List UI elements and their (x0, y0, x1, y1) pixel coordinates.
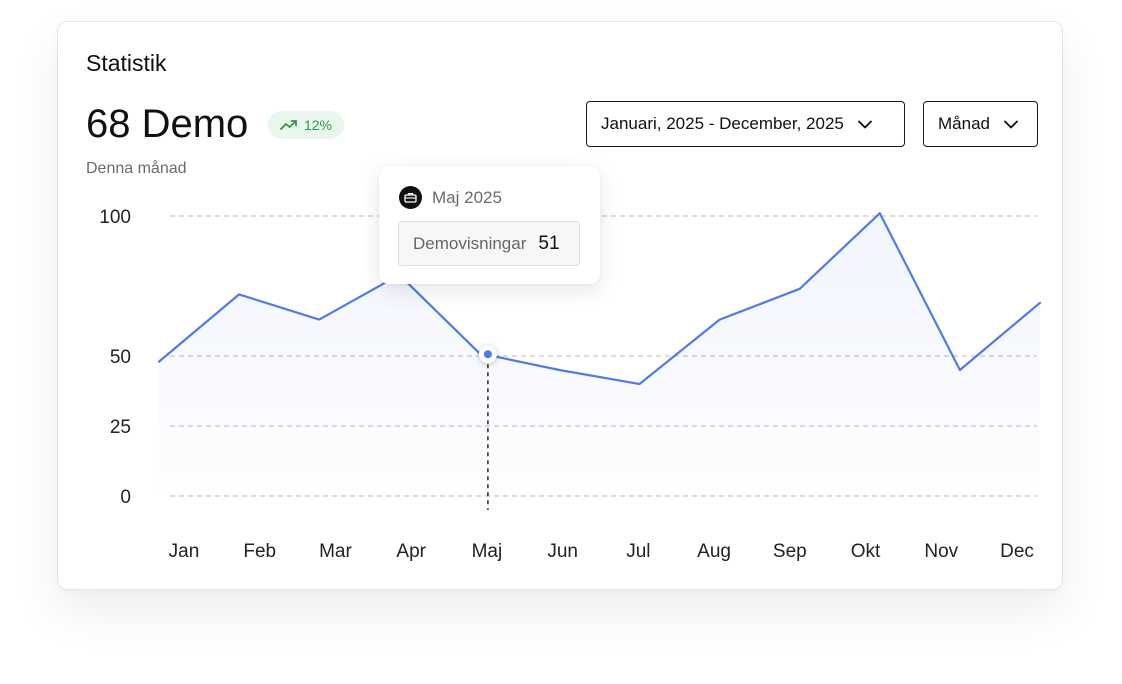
tooltip-value-box: Demovisningar 51 (398, 221, 580, 266)
x-tick-label: Aug (697, 541, 731, 562)
x-tick-label: Apr (396, 541, 426, 562)
y-tick-label: 100 (99, 207, 131, 228)
data-point-nov[interactable] (954, 364, 966, 376)
y-tick-label: 0 (120, 487, 131, 508)
highlight-point[interactable] (483, 350, 492, 359)
y-tick-label: 25 (110, 417, 131, 438)
data-point-dec[interactable] (1034, 297, 1046, 309)
x-tick-label: Okt (851, 541, 881, 562)
tooltip-value: 51 (538, 232, 560, 254)
data-point-jun[interactable] (553, 364, 565, 376)
data-point-sep[interactable] (794, 283, 806, 295)
x-tick-label: Sep (773, 541, 807, 562)
chevron-down-icon (857, 120, 872, 128)
data-point-feb[interactable] (233, 288, 245, 300)
x-tick-label: Jan (169, 541, 200, 562)
chart-tooltip: Maj 2025 Demovisningar 51 (379, 166, 600, 284)
x-tick-label: Dec (1000, 541, 1034, 562)
x-tick-label: Jun (547, 541, 578, 562)
x-tick-label: Feb (243, 541, 276, 562)
date-range-value: Januari, 2025 - December, 2025 (601, 114, 844, 133)
x-tick-label: Mar (319, 541, 352, 562)
x-tick-label: Maj (472, 541, 503, 562)
data-point-aug[interactable] (714, 314, 726, 326)
card-title: Statistik (86, 50, 167, 76)
chevron-down-icon (1004, 120, 1018, 128)
series-area (159, 213, 1040, 496)
trend-badge: 12% (268, 111, 344, 139)
trending-up-icon (280, 120, 297, 130)
data-point-mar[interactable] (313, 314, 325, 326)
x-tick-label: Jul (626, 541, 650, 562)
x-tick-label: Nov (924, 541, 958, 562)
period-select[interactable]: Månad (923, 101, 1038, 147)
period-subtitle: Denna månad (86, 160, 187, 177)
tooltip-header: Maj 2025 (399, 186, 502, 209)
series-line (157, 212, 1042, 386)
briefcase-icon (399, 186, 422, 209)
trend-badge-label: 12% (303, 117, 333, 133)
y-tick-label: 50 (110, 347, 131, 368)
tooltip-title: Maj 2025 (432, 187, 502, 207)
data-point-okt[interactable] (874, 207, 886, 219)
period-value: Månad (938, 114, 990, 133)
data-point-jan[interactable] (153, 356, 165, 368)
data-point-jul[interactable] (634, 378, 646, 390)
total-value: 68 Demo (86, 102, 249, 146)
date-range-select[interactable]: Januari, 2025 - December, 2025 (586, 101, 905, 147)
tooltip-label: Demovisningar (413, 233, 527, 253)
